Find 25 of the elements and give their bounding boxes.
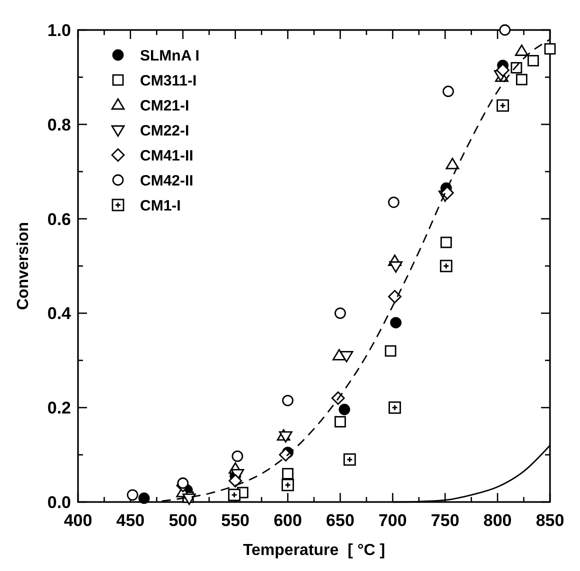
x-tick-label: 800 <box>483 511 512 530</box>
x-tick-label: 450 <box>116 511 145 530</box>
legend-label: CM1-I <box>140 197 181 214</box>
legend-label: CM311-I <box>140 72 197 90</box>
legend-label: CM21-I <box>140 97 190 114</box>
x-tick-label: 500 <box>168 511 198 530</box>
y-tick-label: 0.8 <box>47 115 71 134</box>
y-tick-label: 0.0 <box>47 492 71 512</box>
y-tick-label: 0.4 <box>47 304 72 324</box>
legend-label: CM22-I <box>140 122 190 140</box>
y-tick-label: 0.6 <box>47 210 71 229</box>
x-tick-label: 600 <box>274 511 302 530</box>
legend-label: CM41-II <box>140 147 194 164</box>
y-tick-label: 0.2 <box>47 398 71 418</box>
legend-label: CM42-II <box>140 172 194 190</box>
x-tick-label: 400 <box>64 511 92 530</box>
y-axis-title: Conversion <box>15 222 32 310</box>
x-axis-title: Temperature [ °C ] <box>242 542 386 559</box>
x-tick-label: 700 <box>378 511 407 530</box>
x-tick-label: 750 <box>430 511 460 530</box>
x-tick-label: 850 <box>536 511 564 530</box>
x-tick-label: 550 <box>221 511 250 530</box>
y-tick-label: 1.0 <box>47 20 71 40</box>
x-tick-label: 650 <box>326 511 354 530</box>
legend-label: SLMnA I <box>140 47 200 64</box>
